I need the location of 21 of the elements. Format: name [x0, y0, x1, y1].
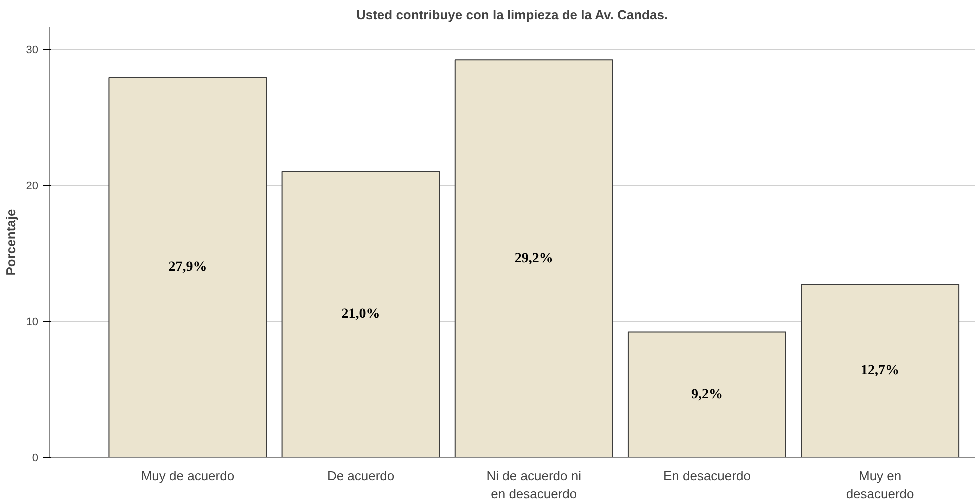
- x-tick-label: Muy en desacuerdo: [846, 468, 914, 502]
- bar: [628, 332, 786, 458]
- chart-title: Usted contribuye con la limpieza de la Av. Candas.: [356, 8, 668, 22]
- data-label: 21,0%: [342, 307, 380, 322]
- bar: [108, 77, 268, 458]
- x-tick-label: En desacuerdo: [663, 468, 751, 484]
- bar: [801, 284, 960, 458]
- y-tick-label: 10: [26, 316, 39, 328]
- data-label: 27,9%: [168, 260, 208, 276]
- data-label: 29,2%: [514, 251, 554, 266]
- x-tick-label: De acuerdo: [327, 468, 395, 484]
- y-tick-label: 20: [26, 180, 39, 192]
- bar: [454, 60, 614, 458]
- bar: [282, 171, 440, 458]
- y-axis-title: Porcentaje: [3, 209, 18, 276]
- x-tick-label: Muy de acuerdo: [141, 468, 235, 484]
- x-tick-label: Ni de acuerdo ni en desacuerdo: [486, 468, 582, 502]
- data-label: 12,7%: [861, 364, 900, 379]
- y-tick-label: 30: [26, 44, 39, 56]
- data-label: 9,2%: [691, 387, 723, 402]
- y-tick-label: 0: [32, 452, 39, 464]
